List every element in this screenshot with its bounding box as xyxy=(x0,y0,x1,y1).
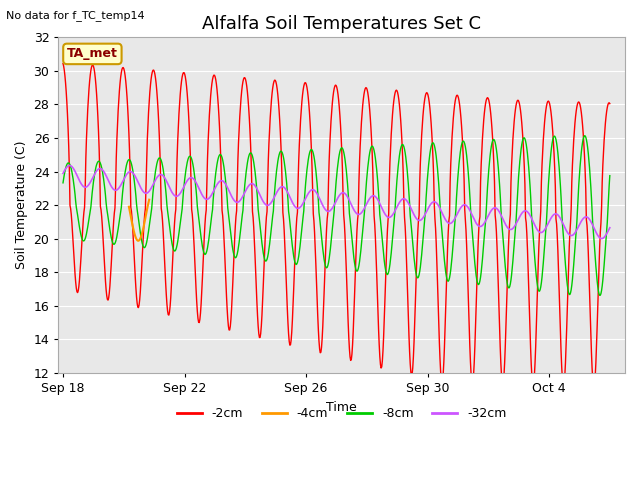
X-axis label: Time: Time xyxy=(326,400,357,414)
Text: TA_met: TA_met xyxy=(67,48,118,60)
Text: No data for f_TC_temp14: No data for f_TC_temp14 xyxy=(6,10,145,21)
Title: Alfalfa Soil Temperatures Set C: Alfalfa Soil Temperatures Set C xyxy=(202,15,481,33)
Y-axis label: Soil Temperature (C): Soil Temperature (C) xyxy=(15,141,28,269)
Legend: -2cm, -4cm, -8cm, -32cm: -2cm, -4cm, -8cm, -32cm xyxy=(172,402,512,425)
